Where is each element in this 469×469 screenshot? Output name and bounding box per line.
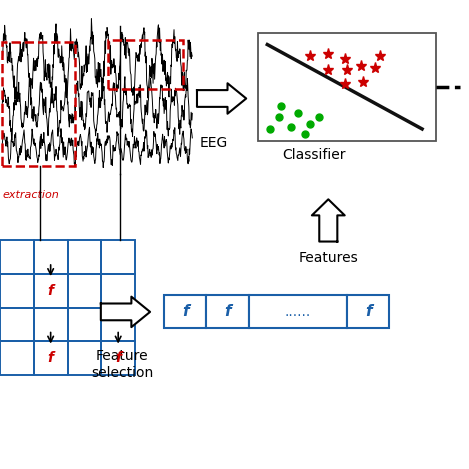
Text: Features: Features	[298, 251, 358, 265]
Bar	[164, 295, 206, 328]
Text: f: f	[48, 351, 53, 365]
Text: f: f	[48, 284, 53, 298]
Bar	[0, 240, 34, 274]
Bar	[2, 42, 75, 166]
Text: Classifier: Classifier	[282, 148, 346, 162]
Bar	[108, 40, 183, 89]
Bar	[101, 308, 135, 341]
Polygon shape	[197, 83, 246, 114]
Polygon shape	[312, 199, 345, 242]
Bar	[68, 274, 101, 308]
Text: ......: ......	[285, 305, 311, 319]
Bar	[0, 308, 34, 341]
Polygon shape	[101, 297, 150, 327]
Bar	[0, 274, 34, 308]
Bar	[68, 240, 101, 274]
Text: f: f	[182, 304, 189, 319]
Bar	[101, 240, 135, 274]
Bar	[249, 295, 347, 328]
Bar	[68, 341, 101, 375]
Bar	[34, 240, 68, 274]
Bar	[258, 33, 436, 141]
Text: f: f	[224, 304, 231, 319]
Bar	[347, 295, 389, 328]
Bar	[34, 341, 68, 375]
Bar	[34, 308, 68, 341]
Bar	[0, 341, 34, 375]
Text: EEG: EEG	[199, 136, 227, 150]
Text: extraction: extraction	[2, 190, 59, 200]
Bar	[34, 274, 68, 308]
Text: f: f	[365, 304, 371, 319]
Bar	[101, 341, 135, 375]
Text: f: f	[115, 351, 121, 365]
Bar	[101, 274, 135, 308]
Text: Feature
selection: Feature selection	[91, 349, 153, 379]
Bar	[206, 295, 249, 328]
Bar	[68, 308, 101, 341]
